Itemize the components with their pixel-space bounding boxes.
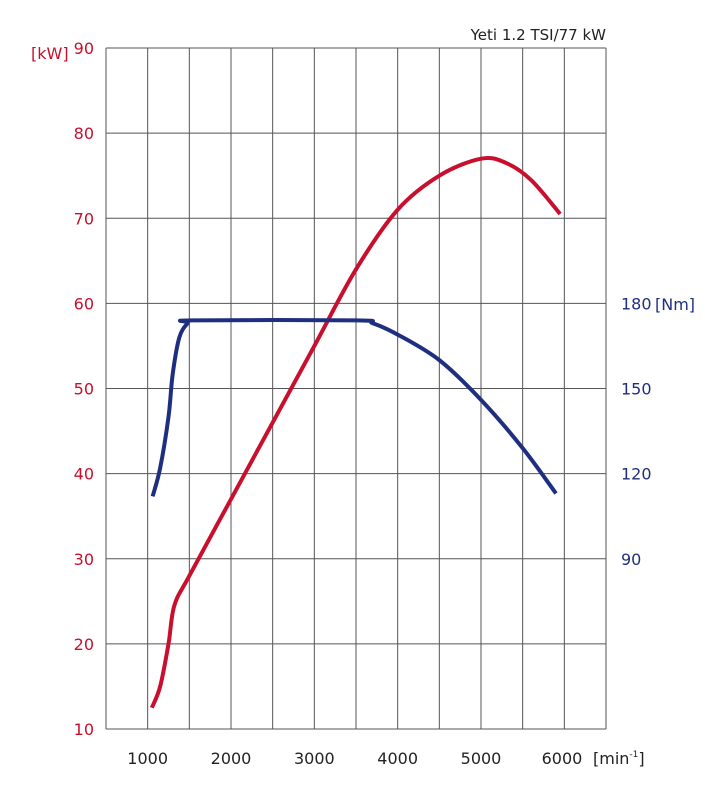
grid <box>105 47 607 730</box>
left-axis-unit: [kW] <box>31 44 69 63</box>
y-left-tick-label: 20 <box>74 635 94 654</box>
x-tick-label: 2000 <box>211 749 252 768</box>
y-right-tick-label: 150 <box>621 380 652 399</box>
y-left-tick-label: 80 <box>74 124 94 143</box>
x-tick-label: 6000 <box>542 749 583 768</box>
y-left-tick-label: 50 <box>74 380 94 399</box>
labels-layer: Yeti 1.2 TSI/77 kW [kW] [Nm] [min-1] 10 2… <box>31 26 695 768</box>
x-axis-unit: [min-1] <box>593 749 645 768</box>
x-tick-label: 5000 <box>461 749 502 768</box>
y-left-tick-label: 90 <box>74 39 94 58</box>
x-tick-label: 4000 <box>377 749 418 768</box>
series-layer <box>149 155 562 709</box>
y-left-tick-label: 10 <box>74 720 94 739</box>
y-left-tick-label: 40 <box>74 465 94 484</box>
chart-title: Yeti 1.2 TSI/77 kW <box>470 26 607 44</box>
series-torque-line <box>150 318 558 497</box>
y-right-tick-label: 120 <box>621 465 652 484</box>
x-tick-label: 1000 <box>127 749 168 768</box>
series-power-line <box>149 155 562 709</box>
x-tick-label: 3000 <box>294 749 335 768</box>
y-left-tick-label: 60 <box>74 294 94 313</box>
y-right-tick-label: 90 <box>621 550 641 569</box>
y-left-tick-label: 30 <box>74 550 94 569</box>
y-right-tick-label: 180 <box>621 294 652 313</box>
y-left-tick-label: 70 <box>74 209 94 228</box>
right-axis-unit: [Nm] <box>655 295 695 314</box>
